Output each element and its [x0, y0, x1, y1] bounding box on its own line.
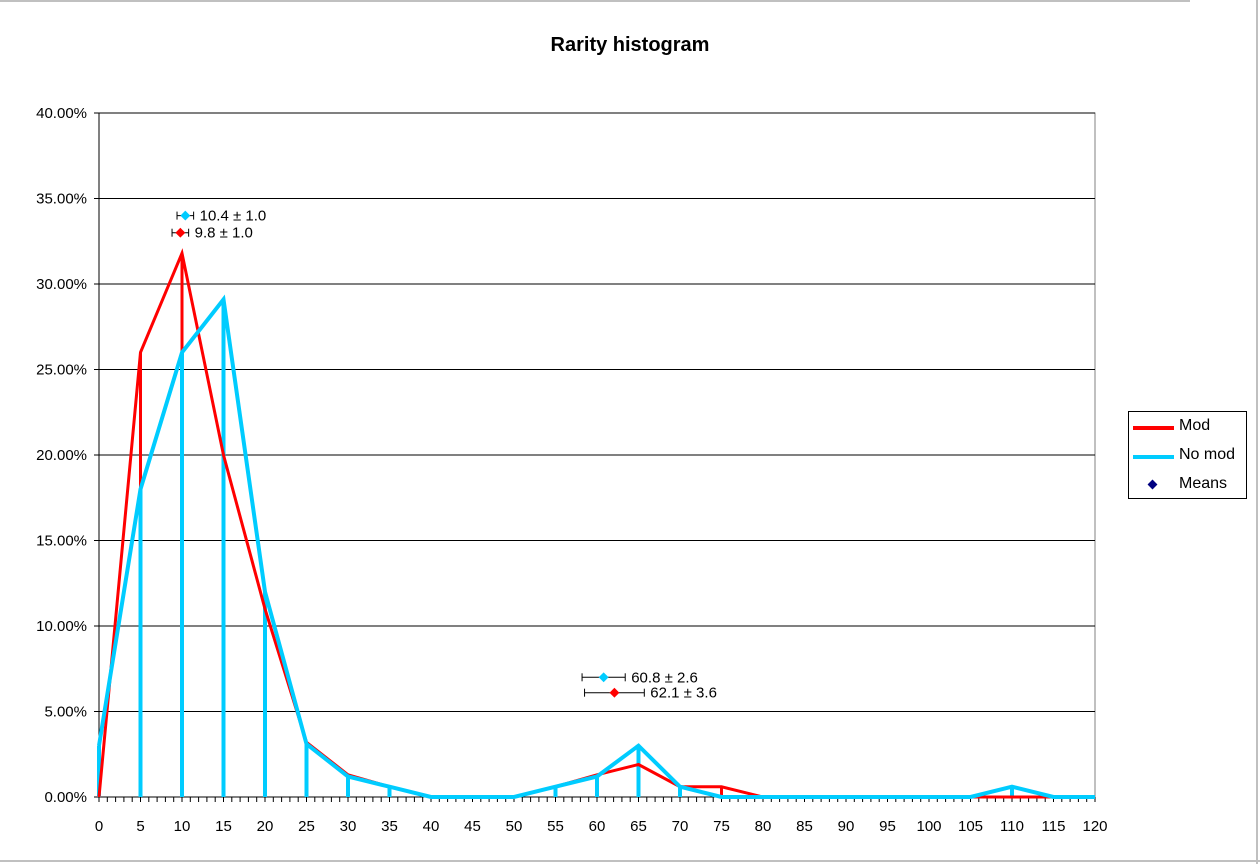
y-tick-label: 40.00%	[36, 105, 87, 122]
legend-label-means: Means	[1179, 475, 1228, 492]
mean-label: 60.8 ± 2.6	[631, 669, 698, 686]
mean-marker	[609, 687, 620, 698]
legend-item-no-mod: No mod	[1129, 443, 1246, 469]
x-tick-label: 115	[1042, 818, 1066, 835]
y-tick-label: 20.00%	[36, 447, 87, 464]
x-tick-label: 60	[589, 818, 606, 835]
x-tick-label: 65	[630, 818, 647, 835]
x-tick-label: 80	[755, 818, 772, 835]
legend-marker-means	[1147, 479, 1158, 490]
x-tick-label: 100	[916, 818, 941, 835]
x-tick-label: 25	[298, 818, 315, 835]
chart-title: Rarity histogram	[550, 34, 710, 56]
y-tick-label: 35.00%	[36, 191, 87, 208]
x-tick-label: 120	[1082, 818, 1107, 835]
x-tick-label: 75	[713, 818, 730, 835]
mean-label: 10.4 ± 1.0	[200, 208, 267, 225]
x-tick-label: 15	[215, 818, 232, 835]
legend-swatch-mod	[1133, 426, 1174, 430]
x-tick-label: 85	[796, 818, 813, 835]
x-tick-label: 45	[464, 818, 481, 835]
mean-label: 62.1 ± 3.6	[650, 685, 717, 702]
x-tick-label: 70	[672, 818, 689, 835]
y-tick-label: 25.00%	[36, 362, 87, 379]
x-tick-label: 35	[381, 818, 398, 835]
x-tick-label: 105	[958, 818, 983, 835]
mean-marker	[598, 672, 609, 683]
mean-marker	[175, 227, 186, 238]
y-tick-label: 15.00%	[36, 533, 87, 550]
legend: Mod No mod Means	[1128, 411, 1247, 499]
legend-item-mod: Mod	[1129, 414, 1246, 440]
x-tick-label: 30	[340, 818, 357, 835]
series-line-mod	[97, 248, 1095, 799]
x-tick-label: 90	[838, 818, 855, 835]
y-tick-label: 5.00%	[44, 704, 87, 721]
y-tick-label: 30.00%	[36, 276, 87, 293]
legend-item-means: Means	[1129, 472, 1246, 498]
mean-label: 9.8 ± 1.0	[195, 225, 253, 242]
legend-swatch-no-mod	[1133, 455, 1174, 459]
x-tick-label: 110	[1000, 818, 1024, 835]
x-tick-label: 10	[174, 818, 191, 835]
x-tick-label: 20	[257, 818, 274, 835]
x-tick-label: 95	[879, 818, 896, 835]
mean-marker	[180, 210, 191, 221]
y-tick-label: 10.00%	[36, 618, 87, 635]
x-tick-label: 40	[423, 818, 440, 835]
legend-label-mod: Mod	[1179, 417, 1211, 434]
x-tick-label: 50	[506, 818, 523, 835]
legend-label-no-mod: No mod	[1179, 446, 1236, 463]
x-tick-label: 55	[547, 818, 564, 835]
x-tick-label: 0	[95, 818, 103, 835]
y-tick-label: 0.00%	[44, 789, 87, 806]
x-tick-label: 5	[136, 818, 144, 835]
